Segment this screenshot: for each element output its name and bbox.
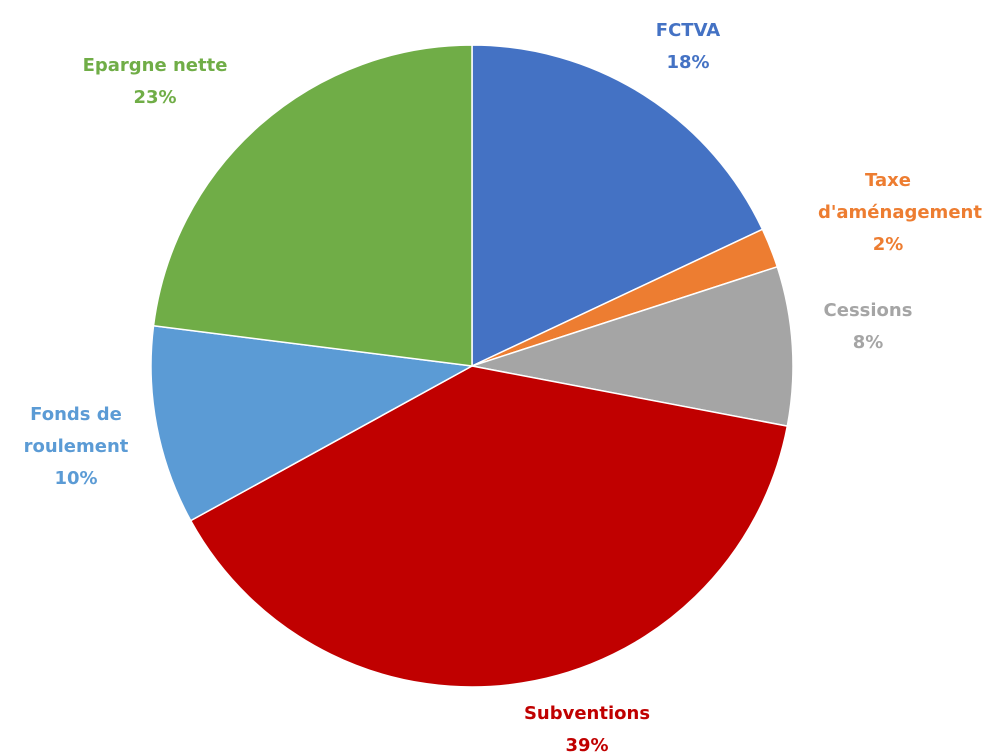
pie-slice <box>471 44 764 368</box>
category-label: FCTVA <box>655 20 721 41</box>
pie-slice <box>471 265 794 428</box>
slice-label: Cessions 8% <box>788 295 948 359</box>
slice-label: Epargne nette 23% <box>45 50 265 114</box>
category-label: Fonds de roulement <box>23 404 129 457</box>
slice-label: Fonds de roulement 10% <box>16 399 136 495</box>
slice-label: Taxe d'aménagement 2% <box>818 165 982 261</box>
slice-label: FCTVA 18% <box>588 15 788 79</box>
value-label: 23% <box>133 87 177 108</box>
category-label: Cessions <box>823 300 913 321</box>
category-label: Epargne nette <box>82 55 228 76</box>
pie-slice <box>150 324 475 522</box>
value-label: 18% <box>666 52 710 73</box>
category-label: Taxe d'aménagement <box>818 170 982 223</box>
value-label: 39% <box>565 735 609 756</box>
value-label: 2% <box>872 234 904 255</box>
pie-slice <box>189 365 789 688</box>
value-label: 10% <box>54 468 98 489</box>
slice-label: Subventions 39% <box>487 698 687 756</box>
category-label: Subventions <box>523 703 651 724</box>
value-label: 8% <box>852 332 884 353</box>
pie-slice <box>152 44 473 367</box>
